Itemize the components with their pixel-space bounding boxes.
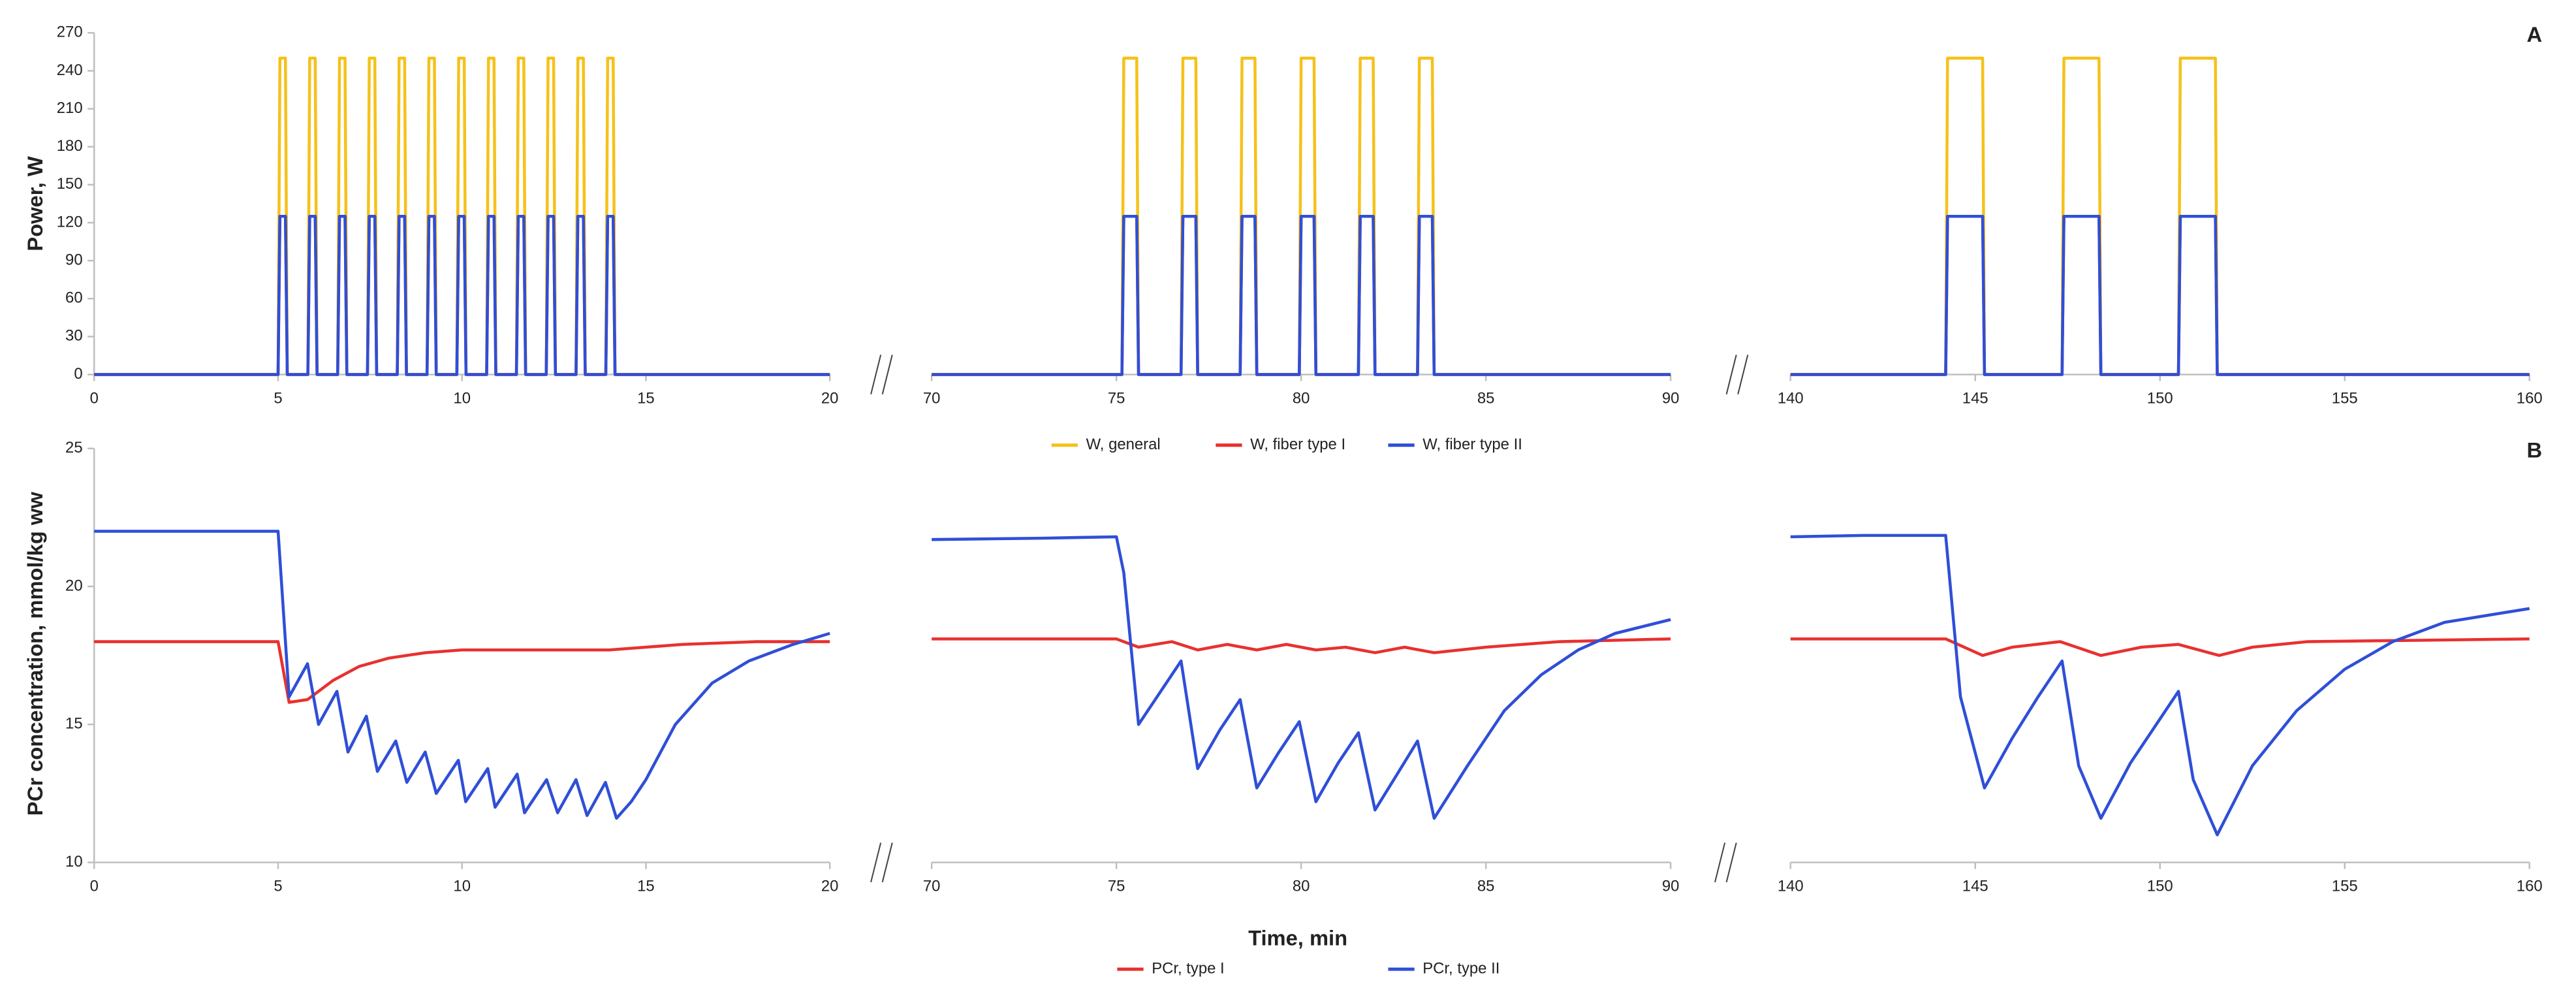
legend-label: PCr, type II bbox=[1422, 959, 1500, 977]
y-tick-label: 150 bbox=[57, 175, 83, 193]
series-line bbox=[1790, 215, 2530, 376]
series-line bbox=[94, 640, 830, 704]
x-tick-label: 155 bbox=[2332, 878, 2358, 895]
legend-label: W, general bbox=[1086, 436, 1161, 453]
series-line bbox=[94, 530, 830, 820]
legend-label: W, fiber type I bbox=[1250, 436, 1345, 453]
y-axis-title: PCr concentration, mmol/kg ww bbox=[23, 492, 47, 816]
legend-label: PCr, type I bbox=[1152, 959, 1224, 977]
y-tick-label: 0 bbox=[74, 365, 82, 383]
x-tick-label: 85 bbox=[1477, 878, 1495, 895]
x-tick-label: 90 bbox=[1662, 878, 1680, 895]
x-tick-label: 10 bbox=[453, 878, 471, 895]
y-tick-label: 270 bbox=[57, 24, 83, 41]
x-tick-label: 160 bbox=[2517, 390, 2543, 408]
x-tick-label: 140 bbox=[1778, 390, 1804, 408]
x-tick-label: 15 bbox=[637, 878, 655, 895]
x-tick-label: 5 bbox=[274, 878, 282, 895]
x-tick-label: 15 bbox=[637, 390, 655, 408]
axis-break bbox=[1714, 842, 1726, 883]
series-line bbox=[932, 535, 1671, 820]
x-tick-label: 0 bbox=[90, 390, 99, 408]
axis-break bbox=[881, 355, 893, 394]
y-tick-label: 20 bbox=[65, 577, 83, 594]
x-tick-label: 160 bbox=[2517, 878, 2543, 895]
x-tick-label: 20 bbox=[821, 390, 839, 408]
x-tick-label: 90 bbox=[1662, 390, 1680, 408]
x-tick-label: 85 bbox=[1477, 390, 1495, 408]
legend-label: W, fiber type II bbox=[1422, 436, 1522, 453]
series-line bbox=[1790, 637, 2530, 657]
y-tick-label: 240 bbox=[57, 61, 83, 79]
axis-break bbox=[1725, 842, 1737, 883]
x-tick-label: 155 bbox=[2332, 390, 2358, 408]
series-line bbox=[932, 215, 1671, 376]
x-tick-label: 145 bbox=[1962, 878, 1988, 895]
y-tick-label: 120 bbox=[57, 213, 83, 231]
axis-break bbox=[1725, 355, 1737, 394]
x-tick-label: 145 bbox=[1962, 390, 1988, 408]
series-line bbox=[1790, 56, 2530, 376]
x-tick-label: 140 bbox=[1778, 878, 1804, 895]
axis-break bbox=[870, 355, 882, 394]
x-tick-label: 150 bbox=[2147, 390, 2173, 408]
x-tick-label: 20 bbox=[821, 878, 839, 895]
x-tick-label: 10 bbox=[453, 390, 471, 408]
x-tick-label: 70 bbox=[923, 878, 941, 895]
series-line bbox=[94, 215, 830, 376]
axis-break bbox=[881, 842, 893, 883]
y-tick-label: 90 bbox=[65, 251, 83, 268]
y-tick-label: 15 bbox=[65, 715, 83, 733]
y-tick-label: 210 bbox=[57, 99, 83, 117]
axis-break bbox=[1737, 355, 1749, 394]
axis-break bbox=[870, 842, 882, 883]
x-tick-label: 0 bbox=[90, 878, 99, 895]
x-tick-label: 75 bbox=[1108, 390, 1125, 408]
y-tick-label: 30 bbox=[65, 327, 83, 345]
series-line bbox=[1790, 215, 2530, 376]
series-line bbox=[94, 215, 830, 376]
x-tick-label: 70 bbox=[923, 390, 941, 408]
x-tick-label: 5 bbox=[274, 390, 282, 408]
x-tick-label: 75 bbox=[1108, 878, 1125, 895]
series-line bbox=[1790, 534, 2530, 837]
series-line bbox=[932, 637, 1671, 654]
y-tick-label: 60 bbox=[65, 289, 83, 307]
y-tick-label: 25 bbox=[65, 439, 83, 456]
panel-label: B bbox=[2526, 438, 2542, 462]
y-tick-label: 10 bbox=[65, 853, 83, 871]
panel-label: A bbox=[2526, 22, 2542, 46]
x-tick-label: 80 bbox=[1293, 878, 1310, 895]
x-tick-label: 150 bbox=[2147, 878, 2173, 895]
y-tick-label: 180 bbox=[57, 137, 83, 155]
x-axis-title: Time, min bbox=[1248, 926, 1347, 950]
y-axis-title: Power, W bbox=[23, 156, 47, 251]
x-tick-label: 80 bbox=[1293, 390, 1310, 408]
